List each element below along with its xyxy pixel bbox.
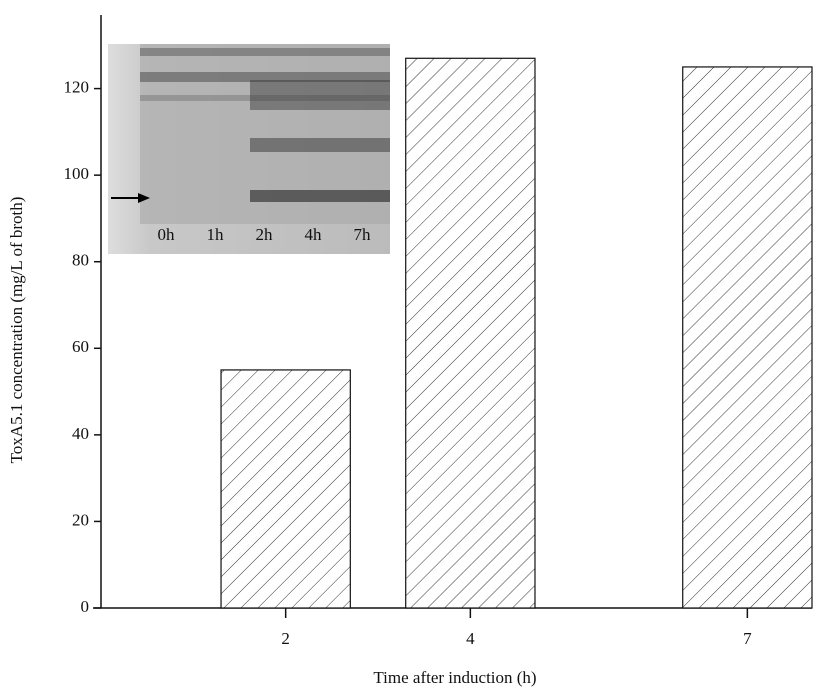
- bar: [682, 66, 813, 609]
- x-axis-label: Time after induction (h): [373, 668, 536, 687]
- y-tick-label: 60: [72, 337, 89, 356]
- x-tick-label: 7: [743, 629, 752, 648]
- inset-label: 4h: [305, 225, 323, 244]
- inset-label: 1h: [207, 225, 225, 244]
- x-tick-label: 2: [281, 629, 290, 648]
- y-axis-label: ToxA5.1 concentration (mg/L of broth): [7, 197, 26, 464]
- y-tick-label: 0: [81, 597, 90, 616]
- y-tick-label: 20: [72, 510, 89, 529]
- inset-label: 7h: [354, 225, 372, 244]
- inset-gel: [108, 44, 390, 254]
- bar: [220, 369, 351, 609]
- inset-label: 2h: [256, 225, 274, 244]
- x-tick-label: 4: [466, 629, 475, 648]
- inset-label: 0h: [158, 225, 176, 244]
- bar: [405, 57, 536, 609]
- y-tick-label: 40: [72, 424, 89, 443]
- y-tick-label: 80: [72, 251, 89, 270]
- y-tick-label: 120: [64, 77, 90, 96]
- y-tick-label: 100: [64, 164, 90, 183]
